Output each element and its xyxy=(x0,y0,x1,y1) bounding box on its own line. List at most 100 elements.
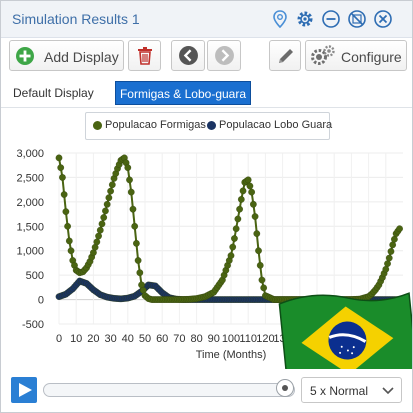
series-point xyxy=(60,191,68,198)
x-tick-label: 120 xyxy=(256,333,274,345)
y-tick-label: -500 xyxy=(22,319,44,331)
series-point xyxy=(55,154,63,162)
edit-button[interactable] xyxy=(269,40,301,71)
series-point xyxy=(246,182,254,190)
speed-select[interactable]: 5 x Normal xyxy=(301,377,402,403)
legend-lobo-guara-label: Populacao Lobo Guara xyxy=(219,119,333,131)
x-tick-label: 100 xyxy=(222,333,240,345)
title-bar: Simulation Results 1 xyxy=(1,1,412,38)
series-point xyxy=(126,176,133,184)
x-tick-label: 60 xyxy=(156,333,168,345)
series-point xyxy=(387,248,395,255)
chevron-down-icon xyxy=(382,387,394,395)
window-title: Simulation Results 1 xyxy=(12,11,140,27)
display-tabs: Default Display Formigas & Lobo-guara xyxy=(1,77,412,108)
gear-icon[interactable] xyxy=(295,9,315,29)
pencil-icon xyxy=(279,49,293,63)
series-point xyxy=(236,205,243,213)
tab-default-display[interactable]: Default Display xyxy=(13,86,94,100)
series-point xyxy=(124,164,132,172)
series-point xyxy=(250,200,257,208)
series-point xyxy=(253,230,261,237)
time-slider-handle[interactable] xyxy=(276,379,294,397)
series-point xyxy=(255,247,262,255)
x-tick-label: 20 xyxy=(87,333,99,345)
series-point xyxy=(107,187,114,195)
series-point xyxy=(385,254,393,262)
brazil-flag-image xyxy=(278,292,412,369)
delete-button[interactable] xyxy=(128,40,161,71)
series-point xyxy=(391,235,398,243)
x-tick-label: 10 xyxy=(70,333,82,345)
series-point xyxy=(102,207,109,215)
x-tick-label: 70 xyxy=(173,333,185,345)
series-point xyxy=(234,215,242,223)
series-point xyxy=(96,226,104,234)
series-point xyxy=(244,176,252,184)
trash-icon xyxy=(138,47,152,65)
x-tick-label: 30 xyxy=(104,333,116,345)
series-point xyxy=(67,247,75,255)
location-pin-icon[interactable] xyxy=(270,9,290,29)
series-point xyxy=(133,240,140,247)
series-point xyxy=(64,222,71,230)
series-point xyxy=(105,194,113,202)
forward-button[interactable] xyxy=(207,40,241,71)
series-point xyxy=(62,208,70,215)
series-point xyxy=(229,243,237,251)
close-circle-icon[interactable] xyxy=(373,9,393,29)
series-point xyxy=(251,213,259,220)
series-point xyxy=(239,187,247,195)
add-display-button[interactable]: Add Display xyxy=(9,40,124,71)
series-point xyxy=(258,276,266,284)
forward-icon xyxy=(215,46,234,65)
series-point xyxy=(248,188,255,196)
series-point xyxy=(227,252,235,259)
series-line xyxy=(58,156,401,301)
series-point xyxy=(98,220,106,228)
legend-lobo-guara-marker xyxy=(207,121,216,130)
series-point xyxy=(108,181,116,189)
series-point xyxy=(396,225,403,233)
series-point xyxy=(65,237,73,245)
play-icon xyxy=(19,383,32,397)
series-point xyxy=(59,174,66,181)
back-button[interactable] xyxy=(171,40,205,71)
series-point xyxy=(129,205,137,213)
y-tick-label: 2,000 xyxy=(16,197,44,209)
gears-icon xyxy=(311,45,335,65)
y-tick-label: 3,000 xyxy=(16,148,44,160)
legend-formigas-label: Populacao Formigas xyxy=(105,119,206,131)
configure-button[interactable]: Configure xyxy=(305,40,407,71)
tab-formigas-lobo-guara[interactable]: Formigas & Lobo-guara xyxy=(115,81,251,105)
series-point xyxy=(134,257,142,264)
chart-series xyxy=(55,154,403,303)
speed-value: 5 x Normal xyxy=(310,384,369,398)
x-tick-label: 80 xyxy=(190,333,202,345)
series-point xyxy=(103,200,111,208)
series-point xyxy=(127,188,135,196)
y-tick-label: 1,000 xyxy=(16,246,44,258)
y-tick-label: 1,500 xyxy=(16,221,44,233)
series-point xyxy=(231,235,238,242)
series-point xyxy=(93,238,101,246)
play-button[interactable] xyxy=(11,377,37,403)
series-point xyxy=(389,241,397,249)
x-tick-label: 90 xyxy=(208,333,220,345)
no-sign-icon[interactable] xyxy=(347,9,367,29)
x-axis-label: Time (Months) xyxy=(196,349,267,361)
add-display-label: Add Display xyxy=(44,49,119,65)
series-point xyxy=(260,284,268,292)
minus-circle-icon[interactable] xyxy=(321,9,341,29)
toolbar: Add Display xyxy=(1,38,412,76)
y-axis-ticks: 3,000 2,500 2,000 1,500 1,000 500 0 -500 xyxy=(16,148,44,331)
x-tick-label: 0 xyxy=(56,333,62,345)
x-tick-label: 110 xyxy=(239,333,257,345)
y-tick-label: 500 xyxy=(26,270,44,282)
series-point xyxy=(384,260,391,268)
time-slider[interactable] xyxy=(43,383,295,397)
series-point xyxy=(237,196,245,203)
chart-legend: Populacao Formigas Populacao Lobo Guara xyxy=(85,112,333,140)
x-tick-label: 40 xyxy=(122,333,134,345)
